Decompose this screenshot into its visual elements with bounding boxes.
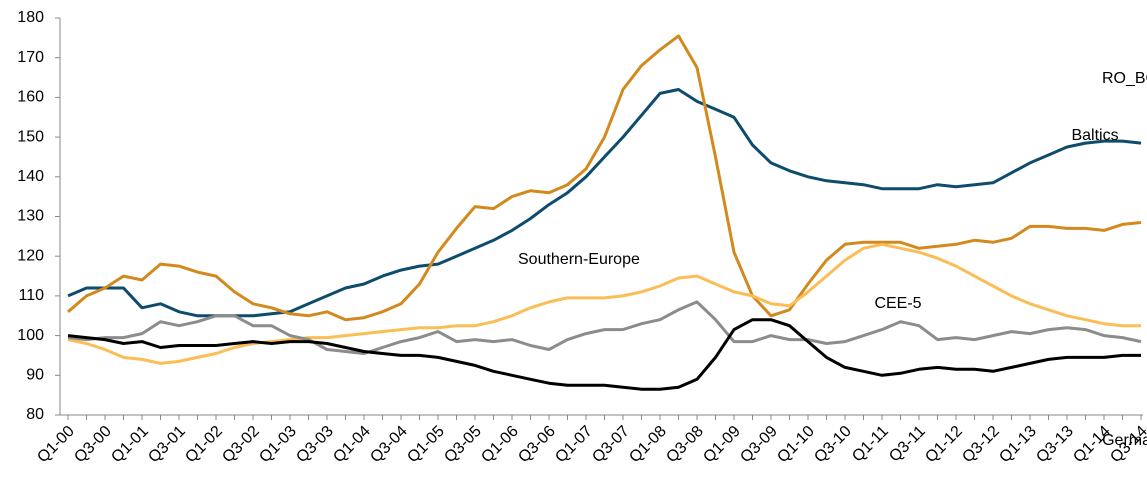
- x-tick-label: Q3-03: [293, 423, 337, 467]
- x-tick-label: Q1-00: [34, 423, 78, 467]
- x-tick-label: Q1-03: [256, 423, 300, 467]
- x-tick-label: Q3-06: [515, 423, 559, 467]
- x-tick-label: Q3-09: [737, 423, 781, 467]
- y-tick-label: 100: [17, 327, 44, 344]
- x-tick-label: Q1-12: [922, 423, 966, 467]
- series-label: Baltics: [1071, 127, 1118, 144]
- series-label: CEE-5: [874, 295, 921, 312]
- x-tick-label: Q1-01: [108, 423, 152, 467]
- x-tick-label: Q3-01: [145, 423, 189, 467]
- x-tick-label: Q1-06: [478, 423, 522, 467]
- x-tick-label: Q3-05: [441, 423, 485, 467]
- series-label: RO_BG: [1102, 70, 1147, 87]
- y-tick-label: 170: [17, 49, 44, 66]
- x-tick-label: Q3-07: [589, 423, 633, 467]
- x-tick-label: Q1-11: [849, 423, 892, 466]
- series-line: [67, 318, 1141, 391]
- y-tick-label: 80: [26, 406, 44, 423]
- x-tick-label: Q3-12: [959, 423, 1003, 467]
- x-tick-label: Q1-13: [996, 423, 1040, 467]
- x-tick-label: Q3-11: [886, 423, 929, 466]
- series-label: Germany: [1102, 432, 1147, 449]
- x-tick-label: Q1-10: [774, 423, 818, 467]
- y-tick-label: 140: [17, 168, 44, 185]
- x-tick-label: Q3-10: [811, 423, 855, 467]
- x-tick-label: Q1-07: [552, 423, 596, 467]
- x-tick-label: Q3-13: [1033, 423, 1077, 467]
- x-tick-label: Q3-02: [219, 423, 263, 467]
- y-tick-label: 160: [17, 89, 44, 106]
- y-tick-label: 180: [17, 9, 44, 26]
- series-line: [67, 242, 1141, 365]
- series-label: Southern-Europe: [518, 251, 640, 268]
- x-tick-label: Q1-02: [182, 423, 226, 467]
- x-tick-label: Q1-05: [404, 423, 448, 467]
- x-tick-label: Q3-00: [71, 423, 115, 467]
- y-tick-label: 120: [17, 247, 44, 264]
- y-tick-label: 90: [26, 367, 44, 384]
- y-tick-label: 110: [18, 287, 44, 304]
- y-tick-label: 130: [17, 208, 44, 225]
- x-tick-label: Q3-08: [663, 423, 707, 467]
- x-tick-label: Q1-08: [626, 423, 670, 467]
- x-tick-label: Q1-09: [700, 423, 744, 467]
- series-line: [67, 34, 1142, 322]
- x-tick-label: Q3-04: [367, 423, 411, 467]
- x-tick-label: Q1-04: [330, 423, 374, 467]
- series-line: [67, 88, 1142, 318]
- y-tick-label: 150: [17, 128, 44, 145]
- series-line: [67, 300, 1142, 355]
